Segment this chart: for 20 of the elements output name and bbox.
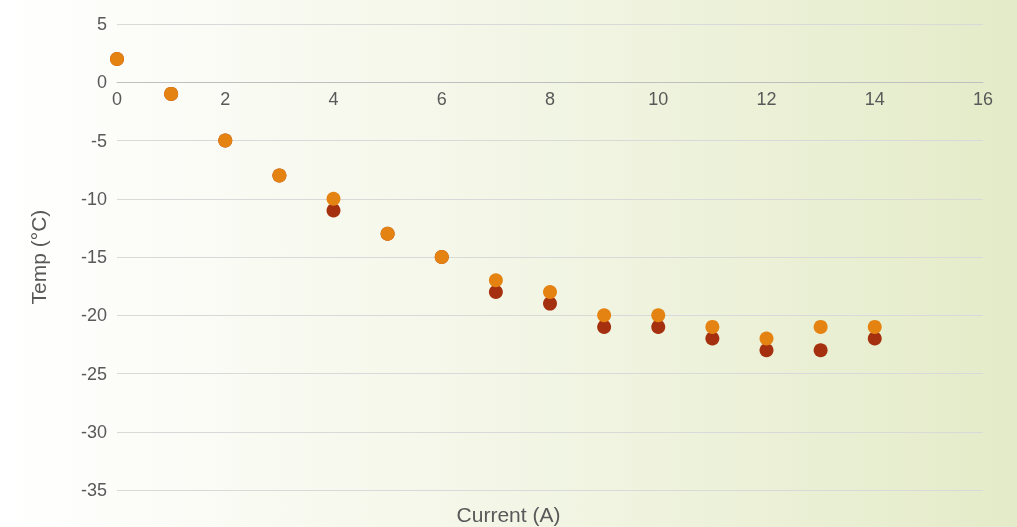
x-tick-label: 10 (648, 89, 669, 110)
y-tick-label: -15 (80, 247, 107, 267)
x-tick-label: 14 (864, 89, 885, 110)
x-tick-label: 12 (756, 89, 777, 110)
x-axis-title: Current (A) (456, 503, 561, 526)
y-tick-label: -35 (80, 480, 107, 500)
y-tick-label: -5 (90, 130, 107, 151)
x-tick-label: 4 (328, 89, 339, 110)
x-tick-label: 6 (436, 89, 447, 110)
y-tick-label: -10 (80, 188, 107, 209)
x-tick-label: 0 (111, 89, 123, 110)
y-axis-title: Temp (°C) (27, 209, 50, 305)
x-tick-label: 8 (544, 89, 556, 110)
y-tick-label: 5 (96, 14, 107, 34)
x-tick-label: 16 (972, 89, 994, 110)
y-tick-label: -25 (80, 363, 107, 384)
y-tick-label: -20 (80, 305, 107, 326)
y-tick-label: -30 (80, 421, 107, 442)
y-tick-label: 0 (96, 72, 107, 93)
x-tick-label: 2 (220, 89, 231, 110)
